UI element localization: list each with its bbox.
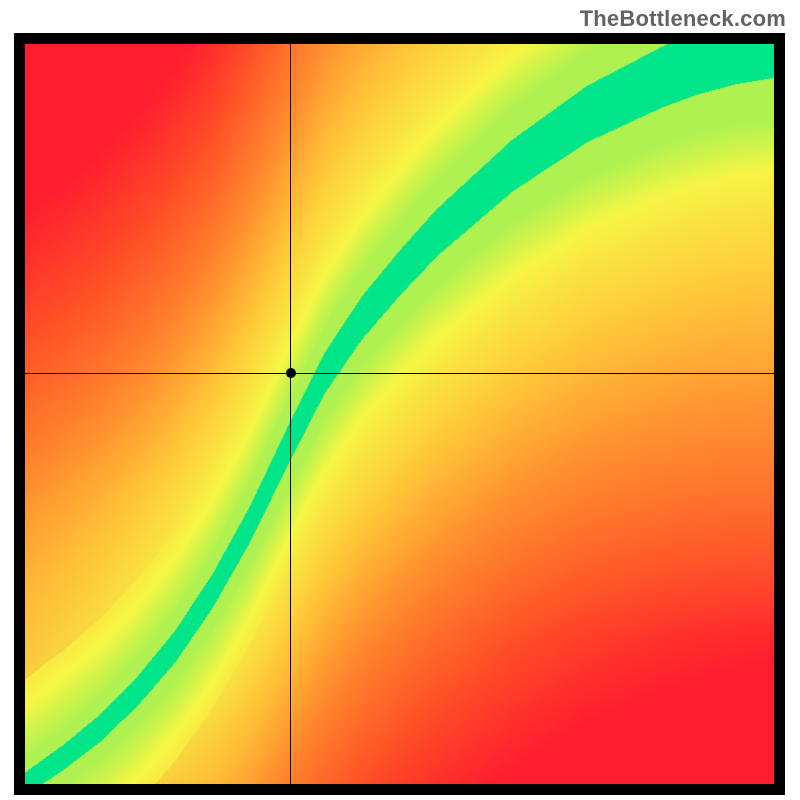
crosshair-horizontal: [25, 373, 774, 374]
crosshair-vertical: [290, 44, 291, 784]
plot-frame: [14, 33, 785, 795]
attribution-text: TheBottleneck.com: [580, 6, 786, 32]
marker-point: [286, 368, 296, 378]
heatmap-canvas: [25, 44, 774, 784]
heatmap-area: [25, 44, 774, 784]
